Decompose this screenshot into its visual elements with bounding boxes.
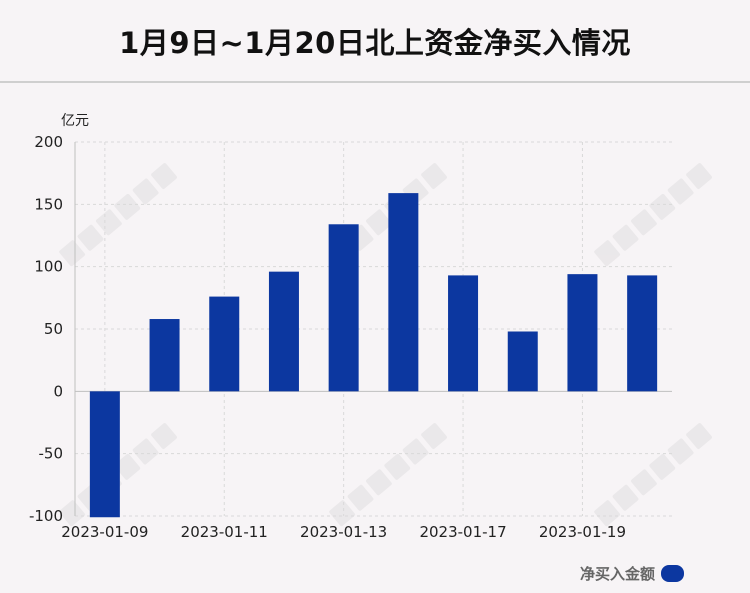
- watermark-5: [594, 423, 712, 527]
- watermark-glyph: [421, 423, 447, 449]
- bar-2023-01-19: [567, 274, 598, 392]
- watermark-glyph: [114, 193, 141, 220]
- watermark-glyph: [649, 453, 676, 480]
- watermark-glyph: [667, 438, 694, 465]
- watermark-glyph: [329, 500, 356, 527]
- title-bar: 1月9日~1月20日北上资金净买入情况: [0, 0, 750, 83]
- watermark-glyph: [686, 163, 712, 189]
- watermark-glyph: [649, 193, 676, 220]
- x-tick-label: 2023-01-13: [300, 523, 387, 541]
- y-tick-label: 100: [34, 258, 63, 276]
- x-tick-label: 2023-01-17: [419, 523, 506, 541]
- watermark-glyph: [347, 484, 374, 511]
- legend: 净买入金额: [580, 563, 684, 584]
- watermark-glyph: [96, 209, 122, 236]
- watermark-glyph: [612, 224, 639, 251]
- watermark-glyph: [59, 240, 86, 267]
- bar-2023-01-13: [328, 224, 359, 392]
- watermark-glyph: [421, 163, 447, 189]
- legend-label: 净买入金额: [579, 565, 655, 583]
- watermark-glyph: [366, 469, 392, 496]
- x-tick-label: 2023-01-11: [181, 523, 268, 541]
- bars-group: [89, 193, 658, 518]
- watermark-glyph: [59, 500, 86, 527]
- x-tick-label: 2023-01-09: [61, 523, 148, 541]
- watermark-glyph: [612, 484, 639, 511]
- bar-2023-01-11: [209, 296, 240, 392]
- watermark-glyph: [594, 500, 621, 527]
- chart-title: 1月9日~1月20日北上资金净买入情况: [119, 25, 631, 60]
- watermark-glyph: [667, 178, 694, 205]
- watermark-glyph: [77, 224, 104, 251]
- watermark-glyph: [132, 438, 159, 465]
- y-tick-label: 0: [53, 382, 63, 400]
- watermark-glyph: [631, 469, 657, 496]
- y-tick-label: -50: [39, 445, 64, 463]
- watermark-4: [329, 423, 447, 527]
- bar-2023-01-09: [89, 391, 120, 518]
- watermark-glyph: [402, 438, 429, 465]
- watermark-glyph: [151, 423, 177, 449]
- y-tick-label: 200: [34, 133, 63, 151]
- y-tick-label: 150: [34, 195, 63, 213]
- bar-2023-01-20: [627, 275, 658, 392]
- watermark-glyph: [594, 240, 621, 267]
- legend-swatch: [661, 565, 684, 582]
- bar-2023-01-12: [268, 271, 299, 392]
- bar-2023-01-18: [507, 331, 538, 392]
- watermark-glyph: [132, 178, 159, 205]
- y-axis-label: 亿元: [61, 113, 89, 129]
- watermark-glyph: [151, 163, 177, 189]
- watermark-0: [59, 163, 177, 267]
- y-tick-label: -100: [29, 507, 63, 525]
- watermark-glyph: [686, 423, 712, 449]
- bar-2023-01-16: [388, 193, 419, 392]
- bar-2023-01-10: [149, 319, 180, 392]
- bar-2023-01-17: [448, 275, 479, 392]
- x-tick-label: 2023-01-19: [539, 523, 626, 541]
- watermark-glyph: [384, 453, 411, 480]
- watermark-glyph: [366, 209, 392, 236]
- watermark-glyph: [114, 453, 141, 480]
- watermark-2: [594, 163, 712, 267]
- watermark-glyph: [631, 209, 657, 236]
- y-tick-label: 50: [44, 320, 63, 338]
